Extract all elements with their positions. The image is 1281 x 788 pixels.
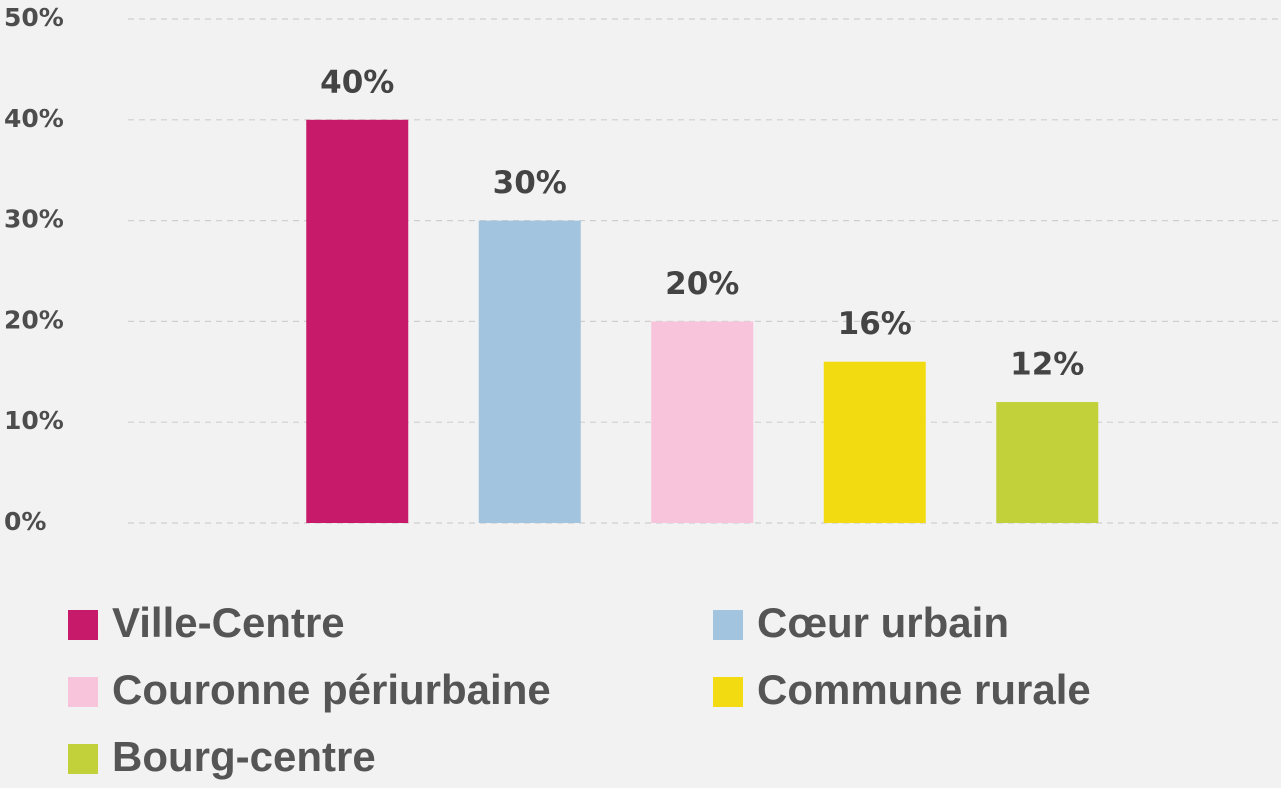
y-tick-label: 30% bbox=[4, 205, 64, 234]
legend-label: Cœur urbain bbox=[757, 599, 1009, 646]
y-tick-label: 50% bbox=[4, 3, 64, 32]
legend-swatch bbox=[68, 677, 98, 707]
y-tick-label: 40% bbox=[4, 104, 64, 133]
y-tick-label: 0% bbox=[4, 507, 46, 536]
bar bbox=[996, 402, 1099, 523]
y-tick-label: 10% bbox=[4, 406, 64, 435]
value-label: 30% bbox=[493, 165, 567, 201]
legend-swatch bbox=[68, 744, 98, 774]
value-label: 20% bbox=[665, 266, 739, 302]
value-label: 40% bbox=[320, 64, 394, 100]
legend-swatch bbox=[713, 610, 743, 640]
bar bbox=[306, 119, 409, 524]
legend-swatch bbox=[713, 677, 743, 707]
bar bbox=[478, 220, 581, 523]
legend-label: Commune rurale bbox=[757, 666, 1091, 713]
legend-label: Ville-Centre bbox=[112, 599, 345, 646]
legend-label: Bourg-centre bbox=[112, 733, 376, 780]
value-label: 12% bbox=[1010, 347, 1084, 383]
legend-swatch bbox=[68, 610, 98, 640]
y-tick-label: 20% bbox=[4, 305, 64, 334]
legend-label: Couronne périurbaine bbox=[112, 666, 551, 713]
bar bbox=[651, 321, 754, 523]
bar bbox=[823, 361, 926, 523]
value-label: 16% bbox=[838, 306, 912, 342]
